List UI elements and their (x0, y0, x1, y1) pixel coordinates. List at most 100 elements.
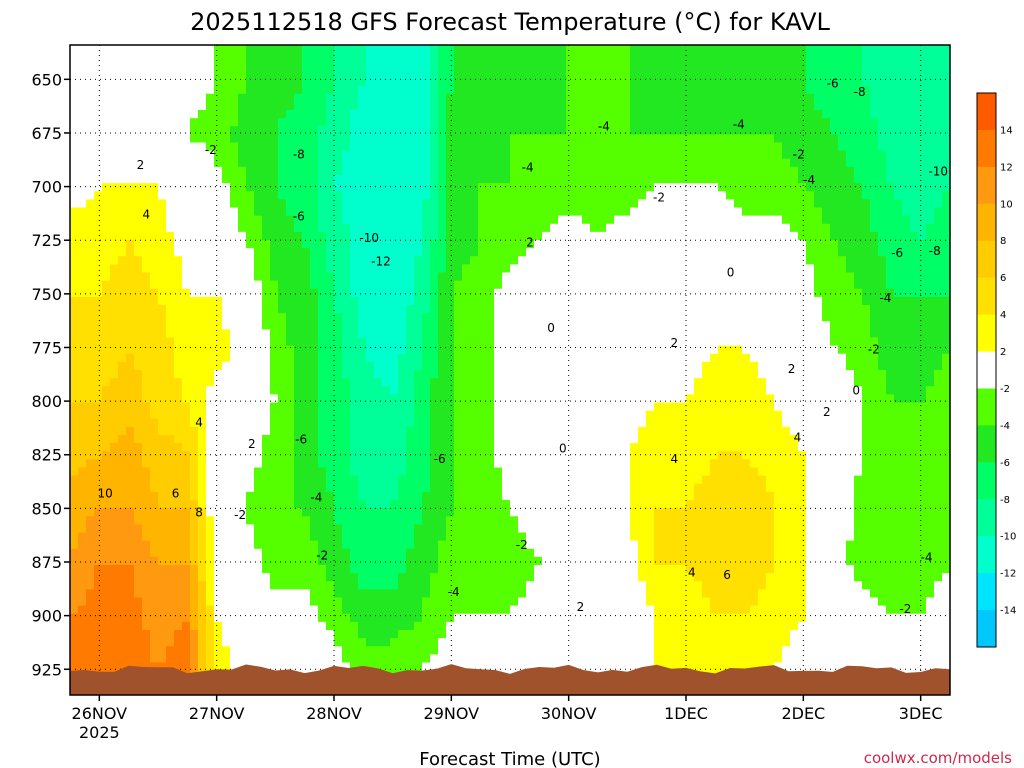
field-cell (94, 654, 103, 664)
field-cell (390, 183, 399, 192)
field-cell (374, 337, 383, 347)
field-cell (478, 370, 487, 379)
field-cell (326, 459, 335, 469)
field-cell (214, 305, 223, 314)
field-cell (470, 53, 479, 62)
field-cell (110, 451, 119, 460)
field-cell (126, 451, 135, 460)
field-cell (142, 662, 151, 672)
field-cell (222, 61, 231, 70)
field-cell (558, 500, 567, 509)
field-cell (166, 264, 175, 274)
field-cell (350, 256, 359, 265)
field-cell (70, 638, 79, 647)
field-cell (486, 158, 495, 168)
field-cell (70, 296, 79, 306)
field-cell (414, 313, 423, 322)
field-cell (510, 101, 519, 111)
field-cell (238, 410, 247, 420)
field-cell (70, 231, 79, 241)
field-cell (518, 353, 527, 363)
field-cell (502, 118, 511, 127)
field-cell (558, 556, 567, 566)
field-cell (198, 467, 207, 477)
field-cell (182, 288, 191, 298)
field-cell (302, 443, 311, 452)
field-cell (406, 296, 415, 306)
field-cell (510, 69, 519, 79)
field-cell (166, 150, 175, 160)
field-cell (550, 516, 559, 525)
field-cell (526, 101, 535, 111)
field-cell (414, 240, 423, 249)
field-cell (446, 353, 455, 363)
field-cell (534, 118, 543, 127)
field-cell (102, 597, 111, 607)
field-cell (190, 508, 199, 517)
field-cell (110, 264, 119, 274)
field-cell (158, 540, 167, 550)
field-cell (302, 386, 311, 395)
field-cell (446, 646, 455, 655)
field-cell (134, 459, 143, 469)
field-cell (318, 361, 327, 371)
field-cell (502, 662, 511, 672)
field-cell (342, 231, 351, 241)
field-cell (174, 500, 183, 509)
field-cell (462, 288, 471, 298)
field-cell (214, 394, 223, 404)
field-cell (382, 378, 391, 387)
field-cell (486, 118, 495, 127)
field-cell (414, 426, 423, 436)
field-cell (358, 61, 367, 70)
field-cell (374, 410, 383, 420)
field-cell (366, 613, 375, 623)
field-cell (86, 126, 95, 135)
field-cell (294, 418, 303, 428)
field-cell (118, 215, 127, 225)
field-cell (182, 548, 191, 558)
field-cell (238, 394, 247, 404)
field-cell (134, 345, 143, 355)
field-cell (526, 378, 535, 387)
field-cell (486, 467, 495, 477)
field-cell (494, 556, 503, 566)
field-cell (318, 329, 327, 339)
field-cell (422, 142, 431, 152)
field-cell (174, 256, 183, 265)
field-cell (398, 630, 407, 639)
field-cell (374, 426, 383, 436)
field-cell (150, 361, 159, 371)
field-cell (350, 540, 359, 550)
field-cell (302, 630, 311, 639)
field-cell (422, 435, 431, 444)
field-cell (294, 93, 303, 103)
field-cell (446, 288, 455, 298)
field-cell (86, 207, 95, 217)
field-cell (502, 240, 511, 249)
field-cell (358, 272, 367, 282)
field-cell (134, 483, 143, 493)
field-cell (494, 256, 503, 265)
field-cell (86, 101, 95, 111)
field-cell (198, 451, 207, 460)
field-cell (134, 134, 143, 144)
field-cell (350, 345, 359, 355)
field-cell (454, 158, 463, 168)
field-cell (310, 313, 319, 322)
field-cell (534, 597, 543, 607)
field-cell (334, 337, 343, 347)
field-cell (414, 175, 423, 184)
field-cell (102, 410, 111, 420)
field-cell (166, 183, 175, 192)
field-cell (254, 353, 263, 363)
field-cell (118, 467, 127, 477)
field-cell (270, 305, 279, 314)
field-cell (366, 630, 375, 639)
field-cell (206, 191, 215, 200)
field-cell (526, 556, 535, 566)
field-cell (350, 426, 359, 436)
field-cell (230, 240, 239, 249)
field-cell (350, 93, 359, 103)
field-cell (326, 313, 335, 322)
